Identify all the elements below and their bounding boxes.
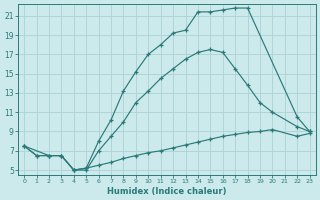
X-axis label: Humidex (Indice chaleur): Humidex (Indice chaleur) bbox=[107, 187, 227, 196]
